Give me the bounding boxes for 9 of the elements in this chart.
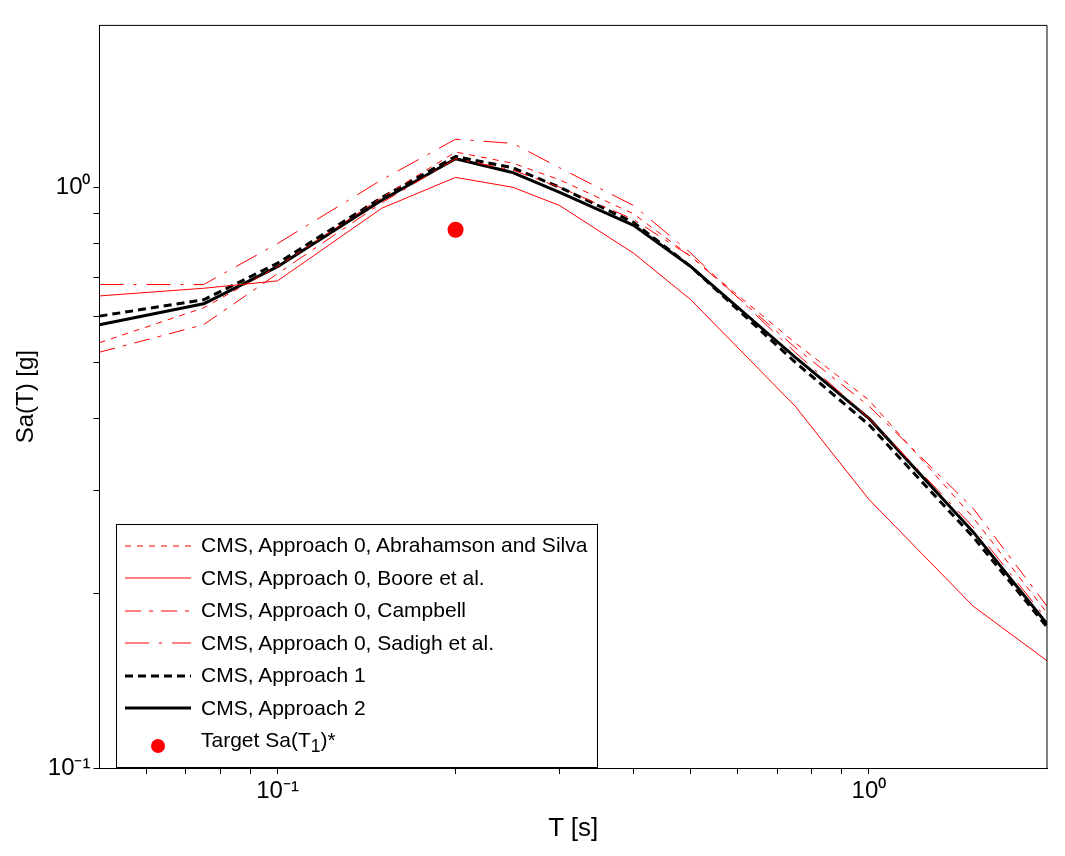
y-axis-title: Sa(T) [g] xyxy=(11,350,39,444)
legend-label: CMS, Approach 0, Campbell xyxy=(201,597,466,624)
legend-label: CMS, Approach 1 xyxy=(201,662,366,689)
x-axis-title: T [s] xyxy=(548,811,599,842)
legend-label: CMS, Approach 0, Abrahamson and Silva xyxy=(201,532,588,559)
legend-label: CMS, Approach 0, Boore et al. xyxy=(201,564,485,591)
legend-label: CMS, Approach 0, Sadigh et al. xyxy=(201,629,495,656)
legend-label: CMS, Approach 2 xyxy=(201,694,366,721)
legend-label: Target Sa(T$_{1}$)* xyxy=(201,727,336,759)
